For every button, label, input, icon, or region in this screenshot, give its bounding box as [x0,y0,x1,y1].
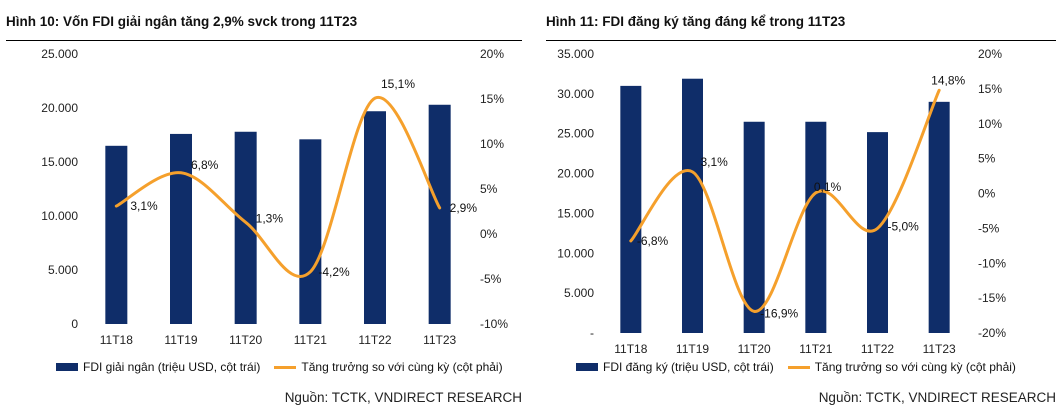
left-axis-tick-label: 5.000 [564,286,594,300]
bar [805,121,827,333]
right-axis-tick-label: 5% [480,182,498,196]
chart-legend: FDI giải ngân (triệu USD, cột trái) Tăng… [56,360,503,374]
right-axis-tick-label: -5% [978,221,1000,235]
x-axis-tick-label: 11T21 [799,342,832,356]
x-axis-tick-label: 11T20 [229,333,262,347]
growth-data-label: 14,8% [931,73,965,87]
left-axis-tick-label: 20.000 [557,167,594,181]
growth-data-label: -5,0% [888,219,920,233]
growth-data-label: 0,1% [814,180,842,194]
growth-data-label: 3,1% [130,199,158,213]
legend-bar-label: FDI giải ngân (triệu USD, cột trái) [83,360,261,374]
growth-data-label: 1,3% [256,211,284,225]
bar [867,132,888,333]
growth-line [114,96,442,278]
x-axis-tick-label: 11T23 [423,333,456,347]
growth-data-label: 3,1% [701,155,729,169]
bar [299,139,322,324]
growth-data-label: 2,9% [450,201,478,215]
right-axis-tick-label: 20% [978,47,1002,61]
legend-line-label: Tăng trưởng so với cùng kỳ (cột phải) [301,360,503,374]
x-axis-tick-label: 11T23 [923,342,956,356]
growth-data-label: 6,8% [191,158,219,172]
bar [170,133,192,324]
x-axis-tick-label: 11T18 [614,342,647,356]
bar [364,111,386,325]
bar [743,121,765,333]
x-axis-tick-label: 11T19 [164,333,197,347]
x-axis-tick-label: 11T18 [100,333,133,347]
left-axis-tick-label: 35.000 [557,47,594,61]
chart-svg: 0 5.000 10.000 15.000 20.000 25.000 -10% -5% 0% 5… [41,47,508,347]
bar [620,85,642,333]
chart-legend: FDI đăng ký (triệu USD, cột trái) Tăng t… [576,360,1016,374]
legend-line-label: Tăng trưởng so với cùng kỳ (cột phải) [814,360,1016,374]
right-axis-tick-label: -20% [978,326,1006,340]
right-axis-tick-label: -5% [480,272,502,286]
growth-data-label: -6,8% [637,234,669,248]
x-axis-tick-label: 11T22 [358,333,391,347]
left-axis-tick-label: 15.000 [41,155,78,169]
chart-title: Hình 11: FDI đăng ký tăng đáng kể trong … [546,14,846,29]
left-axis-tick-label: 0 [71,317,78,331]
growth-data-label: 15,1% [381,77,415,91]
left-axis-tick-label: 25.000 [557,127,594,141]
growth-data-label: -16,9% [760,306,798,320]
right-axis-tick-label: -10% [978,256,1006,270]
title-divider [6,40,522,41]
legend-line-swatch [274,365,297,369]
right-axis-tick-label: 5% [978,152,996,166]
growth-data-label: -4,2% [318,265,350,279]
left-axis-tick-label: 10.000 [557,246,594,260]
source-note: Nguồn: TCTK, VNDIRECT RESEARCH [818,390,1056,405]
right-axis-tick-label: 10% [978,117,1002,131]
bar [928,101,950,333]
legend-bar-swatch [56,363,78,371]
right-axis-tick-label: -10% [480,317,508,331]
left-axis-tick-label: 20.000 [41,101,78,115]
growth-line [629,88,941,313]
right-axis-tick-label: 15% [480,92,504,106]
right-axis-tick-label: 0% [978,187,996,201]
x-axis-tick-label: 11T21 [294,333,327,347]
source-note: Nguồn: TCTK, VNDIRECT RESEARCH [284,390,522,405]
right-axis-tick-label: -15% [978,291,1006,305]
left-axis-tick-label: - [590,326,594,340]
bar [234,131,257,324]
right-axis-tick-label: 0% [480,227,498,241]
chart-svg: - 5.000 10.000 15.000 20.000 25.000 30.000 35.0… [557,47,1006,356]
right-axis-tick-label: 20% [480,47,504,61]
legend-line-swatch [787,365,810,369]
bar [682,78,703,333]
left-axis-tick-label: 30.000 [557,87,594,101]
legend-bar-swatch [576,363,598,371]
left-axis-tick-label: 15.000 [557,206,594,220]
chart-area: 0 5.000 10.000 15.000 20.000 25.000 -10% -5% 0% 5… [0,40,530,412]
chart-title: Hình 10: Vốn FDI giải ngân tăng 2,9% svc… [6,14,358,29]
legend-bar-label: FDI đăng ký (triệu USD, cột trái) [603,360,774,374]
x-axis-tick-label: 11T20 [738,342,771,356]
chart-panel-fdi-registered: Hình 11: FDI đăng ký tăng đáng kể trong … [540,0,1060,412]
x-axis-tick-label: 11T22 [861,342,894,356]
left-axis-tick-label: 25.000 [41,47,78,61]
bar [105,145,128,324]
x-axis-tick-label: 11T19 [676,342,709,356]
right-axis-tick-label: 10% [480,137,504,151]
left-axis-tick-label: 10.000 [41,209,78,223]
left-axis-tick-label: 5.000 [48,263,78,277]
chart-panel-fdi-disbursed: Hình 10: Vốn FDI giải ngân tăng 2,9% svc… [0,14,530,412]
chart-area: - 5.000 10.000 15.000 20.000 25.000 30.000 35.0… [540,40,1060,412]
bar [428,104,451,324]
title-divider [546,40,1056,41]
right-axis-tick-label: 15% [978,82,1002,96]
